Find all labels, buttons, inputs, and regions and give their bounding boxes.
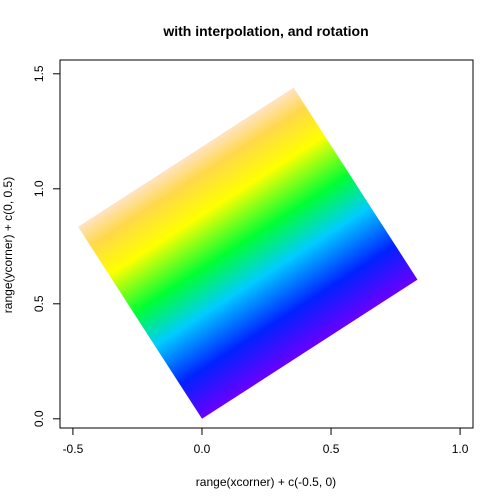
y-tick-label-3: 1.5 (32, 65, 46, 82)
x-axis: -0.5 0.0 0.5 1.0 (63, 427, 469, 456)
y-tick-label-2: 1.0 (32, 180, 46, 197)
y-axis: 0.0 0.5 1.0 1.5 (32, 65, 61, 427)
x-tick-label-3: 1.0 (452, 442, 469, 456)
rotated-raster-image (78, 87, 418, 419)
y-axis-title: range(ycorner) + c(0, 0.5) (1, 177, 15, 313)
chart-title: with interpolation, and rotation (162, 23, 368, 39)
x-axis-title: range(xcorner) + c(-0.5, 0) (196, 475, 336, 489)
x-tick-label-0: -0.5 (63, 442, 84, 456)
x-tick-label-1: 0.0 (194, 442, 211, 456)
y-tick-label-1: 0.5 (32, 295, 46, 312)
y-tick-label-0: 0.0 (32, 410, 46, 427)
x-tick-label-2: 0.5 (323, 442, 340, 456)
